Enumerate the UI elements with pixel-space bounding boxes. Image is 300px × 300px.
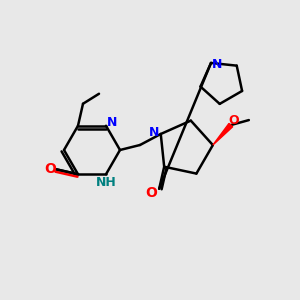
Polygon shape [213,123,233,145]
Text: N: N [107,116,117,129]
Text: O: O [229,114,239,127]
Text: O: O [145,186,157,200]
Text: O: O [44,162,56,176]
Text: NH: NH [96,176,116,189]
Text: N: N [212,58,222,71]
Text: N: N [148,125,159,139]
